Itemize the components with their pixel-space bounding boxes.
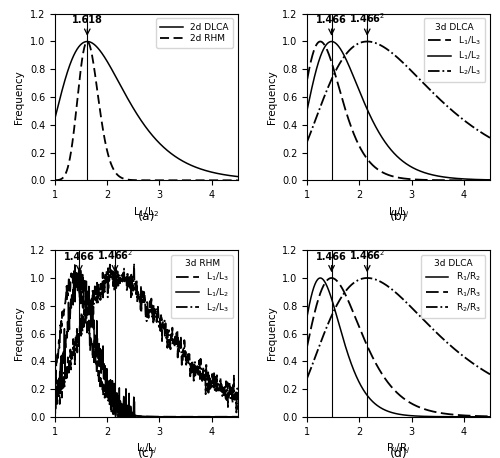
Text: (a): (a) <box>138 210 155 223</box>
Legend: 2d DLCA, 2d RHM: 2d DLCA, 2d RHM <box>156 18 234 48</box>
Y-axis label: Frequency: Frequency <box>14 307 24 360</box>
Text: 1.466: 1.466 <box>316 16 347 26</box>
X-axis label: L$_i$/L$_j$: L$_i$/L$_j$ <box>388 206 409 220</box>
Text: (d): (d) <box>390 447 407 458</box>
Y-axis label: Frequency: Frequency <box>266 70 276 124</box>
Y-axis label: Frequency: Frequency <box>14 70 24 124</box>
Text: 1.466: 1.466 <box>64 252 94 262</box>
Text: (c): (c) <box>138 447 155 458</box>
Text: 1.466: 1.466 <box>316 252 347 262</box>
Text: (b): (b) <box>390 210 407 223</box>
Legend: L$_1$/L$_3$, L$_1$/L$_2$, L$_2$/L$_3$: L$_1$/L$_3$, L$_1$/L$_2$, L$_2$/L$_3$ <box>172 255 234 318</box>
Text: 1.618: 1.618 <box>72 16 102 26</box>
X-axis label: R$_i$/R$_j$: R$_i$/R$_j$ <box>386 442 411 457</box>
Text: 1.466$^2$: 1.466$^2$ <box>349 11 386 26</box>
Text: 1.466$^2$: 1.466$^2$ <box>349 248 386 262</box>
Legend: R$_1$/R$_2$, R$_1$/R$_3$, R$_2$/R$_3$: R$_1$/R$_2$, R$_1$/R$_3$, R$_2$/R$_3$ <box>422 255 486 318</box>
X-axis label: L$_1$/L$_2$: L$_1$/L$_2$ <box>134 206 160 219</box>
Text: 1.466$^2$: 1.466$^2$ <box>97 248 133 262</box>
Legend: L$_1$/L$_3$, L$_1$/L$_2$, L$_2$/L$_3$: L$_1$/L$_3$, L$_1$/L$_2$, L$_2$/L$_3$ <box>424 18 486 82</box>
Y-axis label: Frequency: Frequency <box>266 307 276 360</box>
X-axis label: L$_i$/L$_j$: L$_i$/L$_j$ <box>136 442 157 457</box>
